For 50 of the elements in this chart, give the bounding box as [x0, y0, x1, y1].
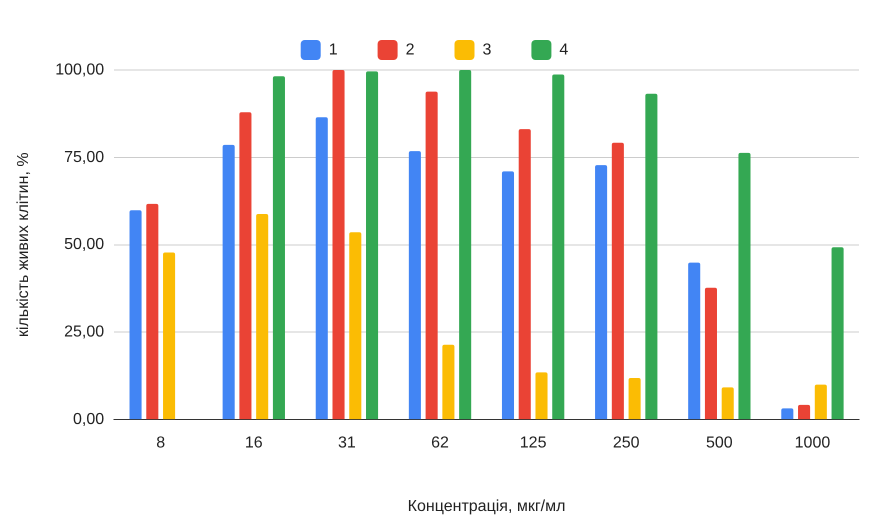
bar	[459, 70, 472, 420]
bar	[535, 372, 548, 420]
x-tick-label: 1000	[794, 434, 830, 452]
bar	[502, 171, 514, 420]
y-tick-label: 25,00	[64, 324, 104, 341]
y-axis-title: кількість живих клітин, %	[15, 152, 32, 338]
bar	[595, 165, 608, 420]
y-tick-label: 75,00	[64, 148, 104, 166]
bar	[628, 378, 641, 420]
bar	[612, 142, 624, 420]
legend-label: 1	[328, 41, 338, 58]
bar	[256, 214, 268, 420]
x-tick-label: 62	[431, 434, 450, 452]
legend-label: 3	[482, 41, 492, 58]
bar	[272, 76, 285, 420]
bar	[163, 252, 176, 420]
bar	[366, 71, 378, 420]
x-axis-title: Концентрація, мкг/мл	[408, 498, 566, 515]
y-tick-label: 100,00	[55, 61, 104, 78]
y-tick-label: 50,00	[64, 236, 104, 254]
y-tick-label: 0,00	[72, 411, 104, 428]
bar	[426, 92, 438, 420]
bar	[408, 151, 421, 420]
bar	[688, 262, 700, 420]
bar	[814, 384, 827, 420]
bar	[781, 408, 794, 420]
bar	[518, 129, 531, 420]
bar	[832, 247, 844, 420]
bar	[552, 74, 564, 420]
bar	[442, 344, 454, 420]
legend-label: 4	[559, 41, 568, 58]
bar	[332, 70, 345, 420]
bar	[349, 232, 362, 420]
x-tick-label: 500	[706, 434, 733, 452]
x-tick-label: 8	[156, 434, 166, 452]
bar	[722, 387, 734, 420]
x-tick-label: 31	[338, 434, 356, 452]
bar	[146, 204, 158, 420]
bar	[130, 210, 142, 420]
bar	[704, 288, 717, 420]
bar	[222, 144, 235, 420]
x-tick-label: 125	[520, 434, 547, 452]
bar	[798, 404, 810, 420]
x-tick-label: 250	[612, 434, 640, 452]
legend-label: 2	[406, 41, 415, 58]
bar	[239, 112, 252, 420]
bar	[645, 94, 658, 420]
x-tick-label: 16	[244, 434, 263, 452]
bar	[738, 152, 751, 420]
bar	[316, 117, 328, 420]
